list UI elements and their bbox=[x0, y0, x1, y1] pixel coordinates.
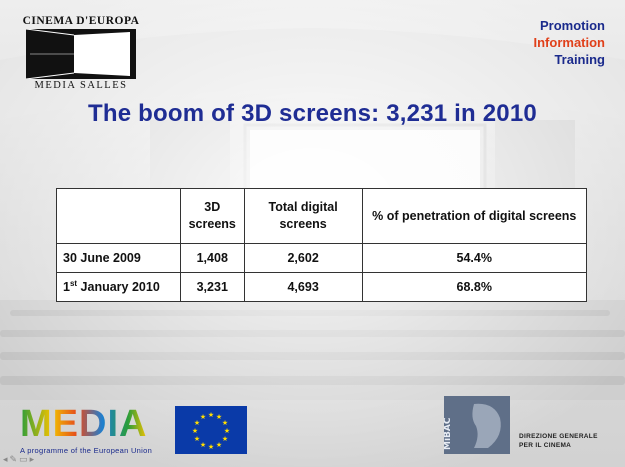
table-header-row: 3D screens Total digital screens % of pe… bbox=[56, 188, 588, 244]
header-penetration: % of penetration of digital screens bbox=[361, 188, 588, 244]
svg-text:★: ★ bbox=[194, 435, 200, 443]
svg-text:★: ★ bbox=[224, 427, 230, 435]
row-label: 1st January 2010 bbox=[56, 272, 181, 302]
header-empty-cell bbox=[56, 188, 181, 244]
slide-nav-controls: ◂✎▭▸ bbox=[3, 454, 36, 465]
svg-text:★: ★ bbox=[208, 411, 214, 419]
tagline-information: Information bbox=[533, 35, 606, 50]
cell-penetration: 54.4% bbox=[361, 243, 588, 273]
svg-text:★: ★ bbox=[222, 419, 228, 427]
svg-text:★: ★ bbox=[200, 413, 206, 421]
cell-penetration: 68.8% bbox=[361, 272, 588, 302]
brand-line2: MEDIA SALLES bbox=[34, 80, 128, 91]
mibac-caption: DIREZIONE GENERALE PER IL CINEMA bbox=[519, 432, 598, 450]
svg-text:★: ★ bbox=[200, 441, 206, 449]
svg-text:★: ★ bbox=[216, 413, 222, 421]
tagline: Promotion Information Training bbox=[534, 17, 606, 68]
media-programme-logo: MEDIA A programme of the European Union bbox=[20, 404, 152, 455]
svg-text:★: ★ bbox=[216, 441, 222, 449]
slide-title: The boom of 3D screens: 3,231 in 2010 bbox=[88, 100, 537, 127]
brand-line1: CINEMA D'EUROPA bbox=[22, 15, 140, 27]
screen-perspective-icon bbox=[26, 29, 136, 79]
cinema-deuropa-logo: CINEMA D'EUROPA MEDIA SALLES bbox=[22, 15, 140, 91]
cell-3d-screens: 1,408 bbox=[179, 243, 245, 273]
media-subtitle: A programme of the European Union bbox=[20, 446, 153, 455]
svg-text:★: ★ bbox=[192, 427, 198, 435]
cell-total-digital: 2,602 bbox=[243, 243, 363, 273]
menu-icon[interactable]: ▭ bbox=[19, 454, 30, 464]
table-row: 30 June 2009 1,408 2,602 54.4% bbox=[56, 243, 588, 273]
media-logo-text: MEDIA bbox=[20, 404, 152, 444]
mibac-line1: DIREZIONE GENERALE bbox=[519, 433, 598, 440]
header-3d-screens: 3D screens bbox=[179, 188, 245, 244]
mibac-line2: PER IL CINEMA bbox=[519, 442, 572, 449]
table-row: 1st January 2010 3,231 4,693 68.8% bbox=[56, 272, 588, 302]
mibac-logo: MiBAC bbox=[443, 396, 510, 454]
pen-icon[interactable]: ✎ bbox=[9, 454, 20, 464]
row-label: 30 June 2009 bbox=[56, 243, 181, 273]
screens-table: 3D screens Total digital screens % of pe… bbox=[56, 188, 588, 302]
nav-back-icon[interactable]: ◂ bbox=[3, 454, 10, 464]
svg-text:★: ★ bbox=[194, 419, 200, 427]
svg-text:MiBAC: MiBAC bbox=[444, 417, 453, 450]
tagline-promotion: Promotion bbox=[540, 18, 605, 33]
cell-3d-screens: 3,231 bbox=[179, 272, 245, 302]
tagline-training: Training bbox=[554, 52, 605, 67]
svg-text:★: ★ bbox=[208, 443, 214, 451]
cell-total-digital: 4,693 bbox=[243, 272, 363, 302]
mibac-emblem-icon: MiBAC bbox=[443, 396, 510, 454]
header-total-digital-screens: Total digital screens bbox=[243, 188, 363, 244]
eu-flag-icon: ★ ★ ★ ★ ★ ★ ★ ★ ★ ★ ★ ★ bbox=[175, 406, 247, 454]
media-logo-word: MEDIA bbox=[20, 403, 148, 445]
nav-forward-icon[interactable]: ▸ bbox=[29, 454, 37, 464]
eu-stars-icon: ★ ★ ★ ★ ★ ★ ★ ★ ★ ★ ★ ★ bbox=[192, 411, 230, 451]
svg-text:★: ★ bbox=[222, 435, 228, 443]
